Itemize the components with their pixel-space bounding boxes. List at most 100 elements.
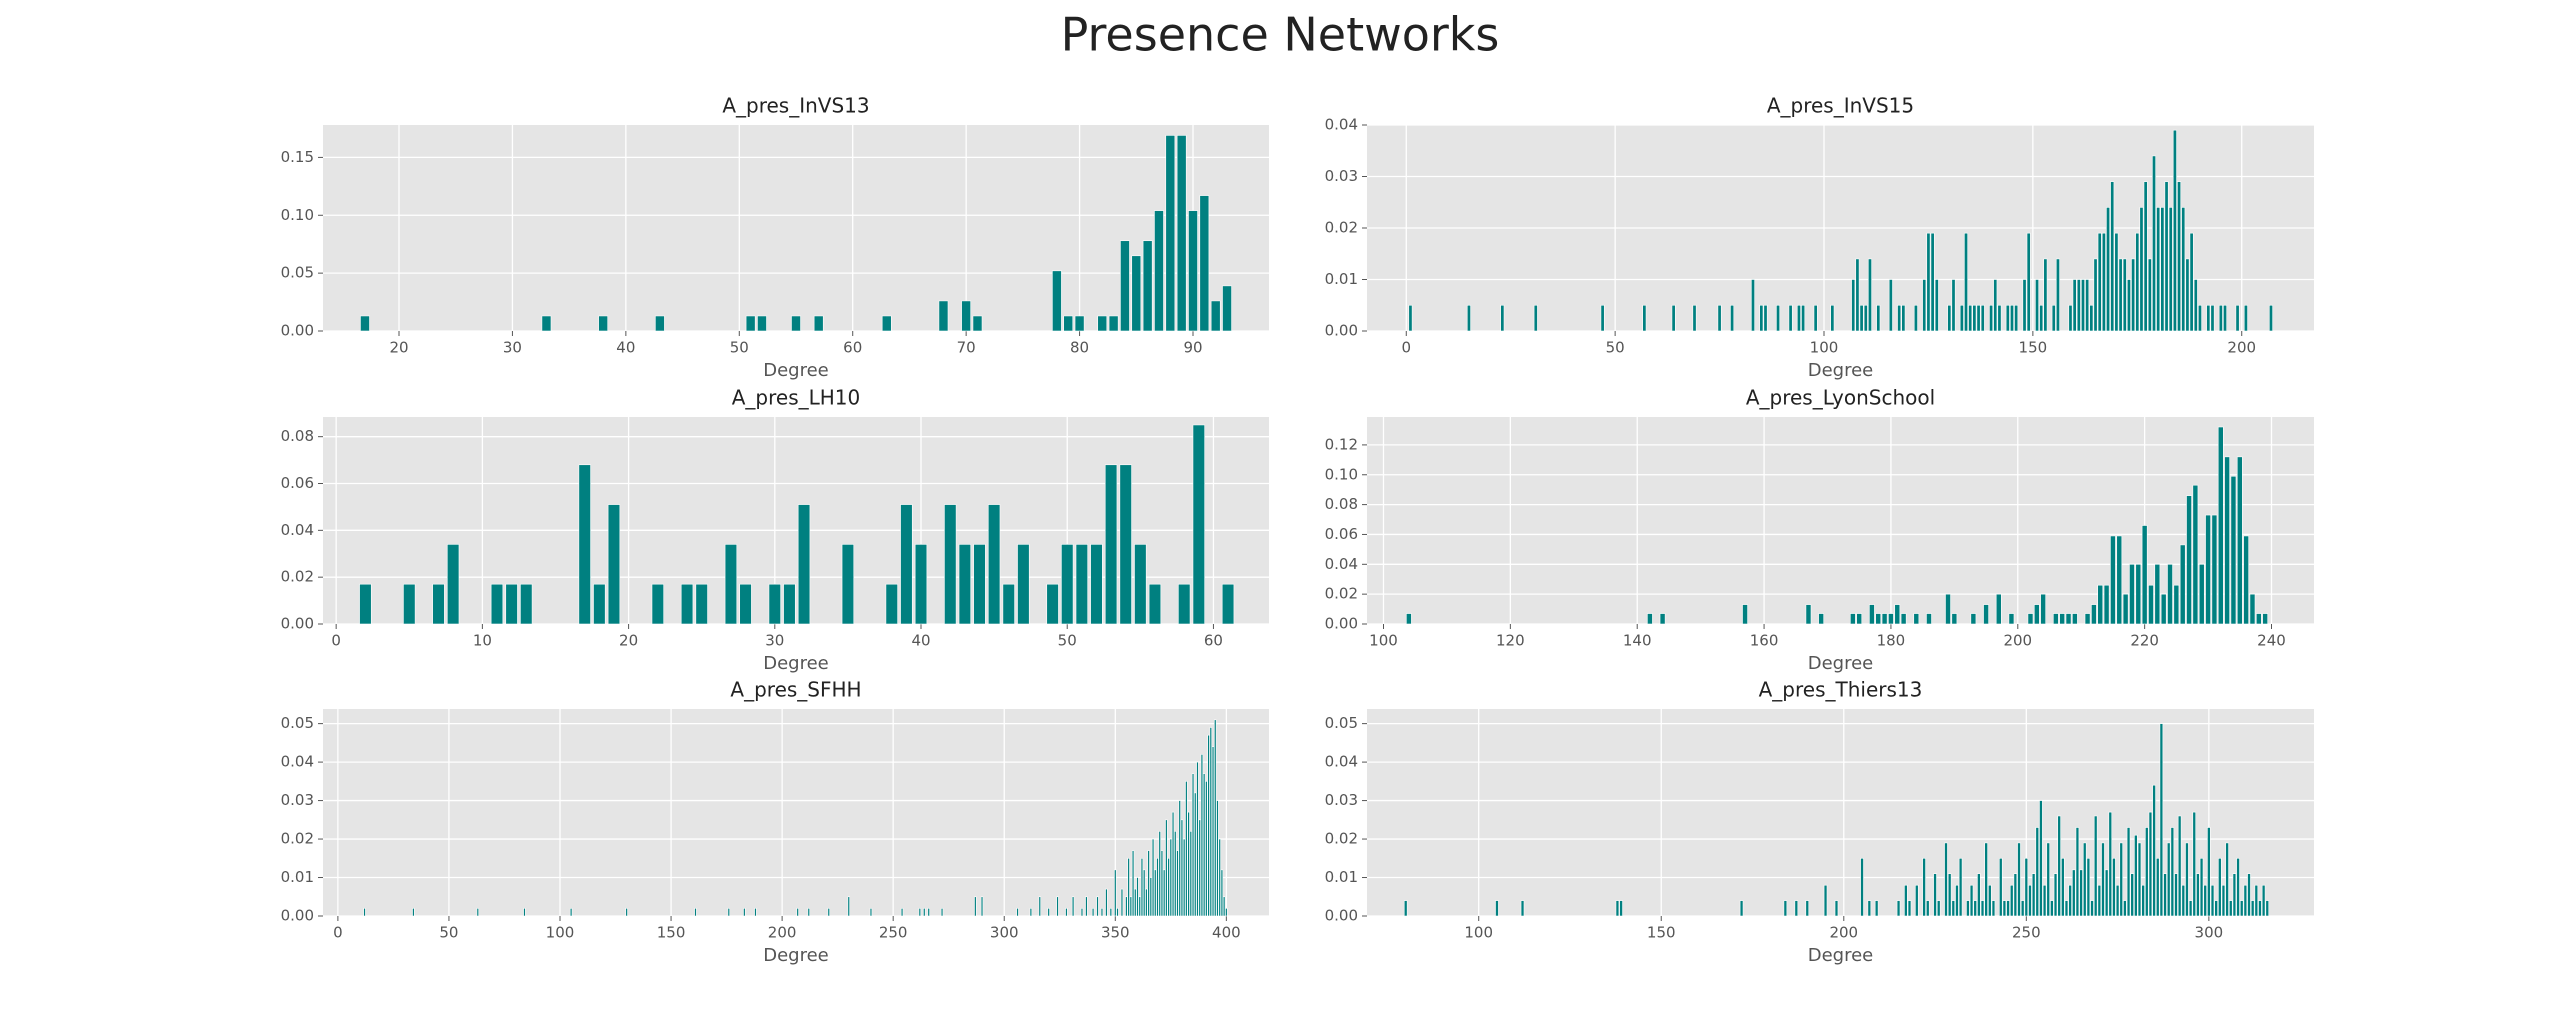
bar	[2174, 873, 2178, 917]
bar	[1038, 896, 1041, 917]
bar	[1926, 232, 1931, 332]
bar	[1776, 304, 1781, 332]
bar	[2134, 834, 2138, 917]
bar	[1959, 304, 1964, 332]
bar	[1875, 613, 1882, 625]
bar	[1119, 464, 1132, 625]
y-tick-label: 0.02	[1325, 219, 1358, 237]
bar	[2009, 884, 2014, 917]
bar	[927, 908, 930, 917]
x-tick-label: 0	[1401, 339, 1411, 357]
y-tick-label: 0.04	[1325, 555, 1358, 573]
y-tick-label: 0.04	[1325, 753, 1358, 771]
bar	[2254, 884, 2259, 917]
x-axis-label: Degree	[1808, 360, 1874, 381]
bar	[2188, 900, 2193, 917]
y-tick-label: 0.05	[1325, 714, 1358, 732]
bar	[2164, 181, 2169, 332]
bar	[2068, 304, 2073, 332]
bar	[476, 908, 480, 917]
bar	[757, 315, 767, 332]
bar	[520, 583, 533, 625]
bar	[1968, 304, 1973, 332]
bar	[1171, 811, 1175, 917]
bar	[2163, 873, 2167, 917]
bar	[2218, 304, 2223, 332]
bar	[813, 315, 824, 332]
bar	[2091, 604, 2097, 625]
bar	[1199, 195, 1210, 332]
bar	[1403, 900, 1408, 917]
bar	[1189, 831, 1193, 917]
bar	[1876, 304, 1881, 332]
bar	[1182, 838, 1186, 917]
y-tick-label: 0.03	[1325, 167, 1358, 185]
bar	[1056, 896, 1059, 917]
bar	[1178, 800, 1181, 917]
bar	[2002, 900, 2007, 917]
bar	[1063, 315, 1074, 332]
bar	[1192, 424, 1205, 625]
bar	[1692, 304, 1697, 332]
bar	[2154, 564, 2161, 625]
bar	[940, 908, 944, 917]
bar	[2119, 842, 2124, 917]
bar	[2072, 279, 2077, 332]
bar	[1105, 888, 1108, 917]
bar	[900, 908, 904, 917]
bar	[578, 464, 591, 625]
bar	[847, 896, 850, 917]
bar	[1984, 842, 1988, 917]
subplot: 0.00 0.05 0.10 0.15 20 30 40 50 60 70 80 90 A_pres_I…	[281, 94, 1269, 381]
bar	[569, 908, 573, 917]
bar	[1671, 304, 1676, 332]
bar	[1156, 857, 1159, 917]
bar	[1856, 613, 1863, 625]
bar	[2115, 884, 2120, 917]
bar	[1160, 850, 1164, 917]
x-tick-label: 0	[333, 924, 343, 942]
bar	[1151, 838, 1155, 917]
bar	[2035, 827, 2040, 917]
bar	[2262, 613, 2268, 625]
bar	[2148, 584, 2154, 625]
bar	[2053, 873, 2058, 917]
y-tick-label: 0.04	[281, 521, 314, 539]
bar	[973, 544, 986, 625]
y-tick-label: 0.00	[281, 907, 314, 925]
bar	[1600, 304, 1605, 332]
bar	[2210, 304, 2215, 332]
bar	[1154, 210, 1164, 332]
bar	[1874, 900, 1879, 917]
bar	[1194, 792, 1197, 917]
bar	[1207, 734, 1210, 917]
y-tick-label: 0.04	[1325, 116, 1358, 134]
y-tick-label: 0.00	[281, 615, 314, 633]
bar	[2185, 258, 2190, 332]
y-tick-label: 0.01	[1325, 868, 1358, 886]
bar	[2093, 258, 2098, 332]
bar	[1860, 857, 1864, 917]
bar	[2059, 613, 2066, 625]
bar	[2046, 842, 2050, 917]
bar	[1851, 279, 1856, 332]
bar	[1134, 888, 1137, 917]
bar	[2192, 484, 2199, 625]
bar	[2006, 900, 2010, 917]
bar	[2135, 232, 2140, 332]
bar	[2249, 593, 2256, 625]
bar	[2230, 475, 2237, 625]
bar	[2148, 811, 2153, 917]
bar	[2104, 869, 2109, 917]
bar	[1904, 884, 1908, 917]
subplot: 0.00 0.01 0.02 0.03 0.04 0.05 100 150 200 250 300 A…	[1325, 678, 2314, 966]
bar	[1174, 831, 1177, 917]
bar	[2097, 884, 2102, 917]
bar	[1158, 831, 1161, 917]
bar	[1834, 900, 1839, 917]
bar	[2040, 593, 2046, 625]
x-tick-label: 40	[911, 632, 930, 650]
x-tick-label: 100	[1369, 632, 1398, 650]
bar	[1788, 304, 1793, 332]
bar	[1108, 315, 1119, 332]
